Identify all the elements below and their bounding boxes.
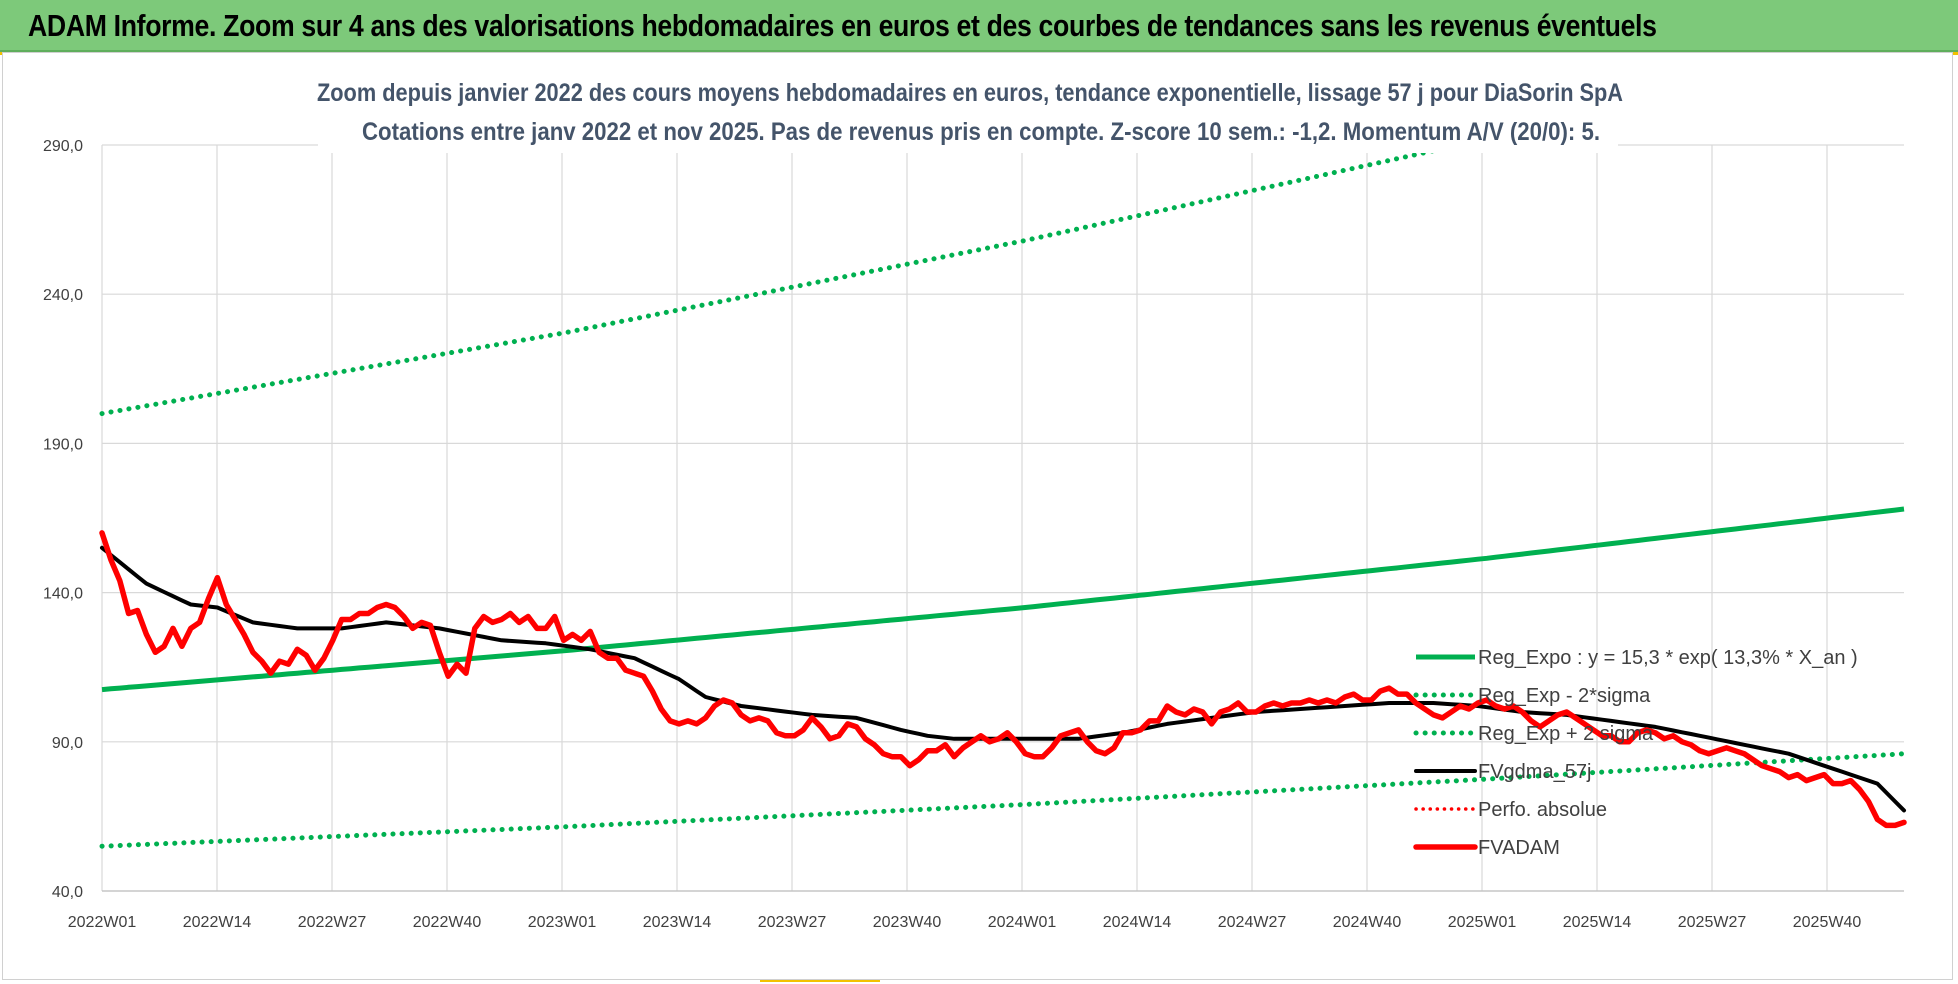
series-line xyxy=(99,751,1907,849)
legend-label: FVgdma_57j xyxy=(1478,761,1591,783)
grid-lines xyxy=(101,144,1904,892)
legend: Reg_Expo : y = 15,3 * exp( 13,3% * X_an … xyxy=(1413,647,1858,859)
corner-mark xyxy=(760,978,880,982)
x-tick-label: 2022W40 xyxy=(413,914,482,931)
x-tick-label: 2024W40 xyxy=(1333,914,1402,931)
report-banner: ADAM Informe. Zoom sur 4 ans des valoris… xyxy=(0,0,1958,52)
y-tick-label: 40,0 xyxy=(52,884,83,901)
x-tick-label: 2023W01 xyxy=(528,914,597,931)
x-tick-label: 2022W27 xyxy=(298,914,367,931)
x-tick-label: 2024W14 xyxy=(1103,914,1172,931)
series-line xyxy=(100,545,1906,813)
x-tick-label: 2023W14 xyxy=(643,914,712,931)
x-tick-label: 2025W01 xyxy=(1448,914,1517,931)
title-background xyxy=(318,67,1618,153)
legend-label: Perfo. absolue xyxy=(1478,799,1607,821)
y-tick-label: 190,0 xyxy=(43,436,83,453)
chart: Zoom depuis janvier 2022 des cours moyen… xyxy=(43,67,1907,931)
series-line xyxy=(99,530,1907,829)
y-axis: 40,0 90,0 140,0 190,0 240,0 290,0 xyxy=(43,138,83,901)
legend-label: Reg_Exp + 2 sigma xyxy=(1478,723,1654,745)
x-tick-label: 2022W01 xyxy=(68,914,137,931)
chart-title-block: Zoom depuis janvier 2022 des cours moyen… xyxy=(317,67,1623,153)
x-tick-label: 2023W40 xyxy=(873,914,942,931)
chart-subtitle: Cotations entre janv 2022 et nov 2025. P… xyxy=(362,118,1600,146)
x-tick-label: 2023W27 xyxy=(758,914,827,931)
x-axis: 2022W01 2022W14 2022W27 2022W40 2023W01 2023W… xyxy=(68,914,1862,931)
legend-label: Reg_Expo : y = 15,3 * exp( 13,3% * X_an … xyxy=(1478,647,1858,669)
report-title: ADAM Informe. Zoom sur 4 ans des valoris… xyxy=(28,8,1657,43)
x-tick-label: 2024W27 xyxy=(1218,914,1287,931)
chart-frame: Zoom depuis janvier 2022 des cours moyen… xyxy=(2,52,1953,980)
x-tick-label: 2025W14 xyxy=(1563,914,1632,931)
y-tick-label: 240,0 xyxy=(43,287,83,304)
series-line xyxy=(99,142,1463,417)
series-layer xyxy=(99,142,1907,849)
series-line xyxy=(101,506,1905,693)
chart-title: Zoom depuis janvier 2022 des cours moyen… xyxy=(317,79,1623,107)
x-tick-label: 2025W27 xyxy=(1678,914,1747,931)
legend-label: Reg_Exp - 2*sigma xyxy=(1478,685,1651,707)
y-tick-label: 140,0 xyxy=(43,586,83,603)
y-tick-label: 290,0 xyxy=(43,138,83,155)
legend-label: FVADAM xyxy=(1478,837,1560,859)
y-tick-label: 90,0 xyxy=(52,735,83,752)
x-tick-label: 2024W01 xyxy=(988,914,1057,931)
x-tick-label: 2025W40 xyxy=(1793,914,1862,931)
x-tick-label: 2022W14 xyxy=(183,914,252,931)
